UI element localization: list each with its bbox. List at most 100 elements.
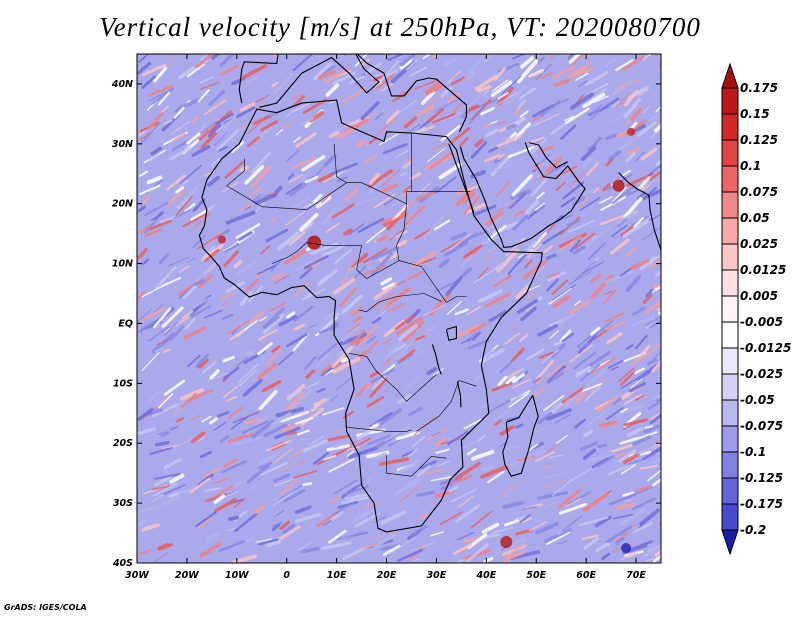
field-streak [252,194,270,203]
field-streak [582,92,606,109]
field-streak [195,511,217,528]
field-streak [595,542,610,553]
field-streak [242,63,268,79]
field-streak [526,443,539,453]
field-streak [605,321,626,331]
field-streak [150,146,163,156]
field-streak [406,59,418,71]
field-streak [253,505,265,514]
field-streak [293,323,305,331]
field-streak [381,282,395,291]
field-streak [590,108,603,120]
field-streak [625,151,636,163]
field-streak [291,114,299,120]
field-streak [409,172,422,181]
field-streak [544,401,560,414]
field-streak [197,89,210,103]
field-streak [241,420,269,435]
field-streak [522,505,538,511]
field-streak [223,458,238,468]
field-streak [330,394,339,402]
field-streak [480,107,495,116]
x-tick-label: 40E [475,570,496,581]
lake-victoria [445,325,457,341]
field-streak [352,315,363,324]
field-streak [615,92,630,108]
field-streak [550,54,560,59]
field-streak [582,369,607,390]
field-streak [385,425,409,441]
field-streak [317,173,333,183]
colorbar-label: 0.005 [740,289,778,303]
field-streak [482,253,494,263]
field-streak [350,308,358,315]
field-streak [160,105,170,114]
field-streak [172,406,181,415]
field-streak [439,511,463,526]
field-streak [248,186,263,197]
colorbar-band [721,503,739,531]
field-streak [451,76,465,86]
field-streak [485,211,504,226]
field-streak [443,57,458,67]
field-streak [608,493,636,506]
field-streak [203,487,221,493]
field-cell [307,235,322,250]
field-streak [219,64,240,76]
field-streak [497,375,508,387]
field-streak [380,510,406,525]
field-streak [292,333,309,352]
field-streak [169,435,198,451]
field-streak [308,163,317,170]
field-streak [265,439,292,452]
field-streak [542,229,564,245]
field-streak [474,138,484,148]
field-streak [285,149,300,163]
field-streak [497,86,514,106]
field-streak [296,459,307,466]
field-streak [239,101,256,112]
field-streak [189,477,211,494]
field-streak [497,92,509,100]
field-streak [576,333,594,348]
field-streak [203,309,223,319]
field-streak [659,525,661,529]
field-streak [484,292,512,308]
field-streak [373,118,396,139]
field-streak [503,551,525,562]
field-streak [184,317,197,331]
field-streak [432,367,445,376]
field-streak [591,88,607,100]
field-streak [454,461,481,480]
field-streak [334,248,353,265]
field-streak [168,259,191,275]
field-streak [395,316,423,335]
field-streak [593,187,600,194]
field-streak [149,390,160,402]
field-streak [139,170,148,177]
field-streak [505,375,516,385]
field-streak [286,431,297,436]
field-streak [357,217,385,234]
field-streak [632,435,652,447]
field-streak [222,355,235,363]
field-streak [615,59,634,71]
field-streak [575,72,589,82]
field-streak [373,529,399,541]
field-streak [598,420,618,428]
field-streak [463,535,482,544]
field-streak [631,316,654,328]
field-streak [160,431,170,438]
field-streak [605,525,633,544]
field-streak [566,491,591,506]
field-streak [522,259,547,280]
field-streak [502,501,524,509]
field-streak [207,123,222,138]
field-streak [257,264,276,275]
field-streak [488,146,499,153]
field-streak [434,279,460,293]
field-streak [520,56,534,69]
field-streak [367,169,393,189]
field-streak [213,228,231,240]
